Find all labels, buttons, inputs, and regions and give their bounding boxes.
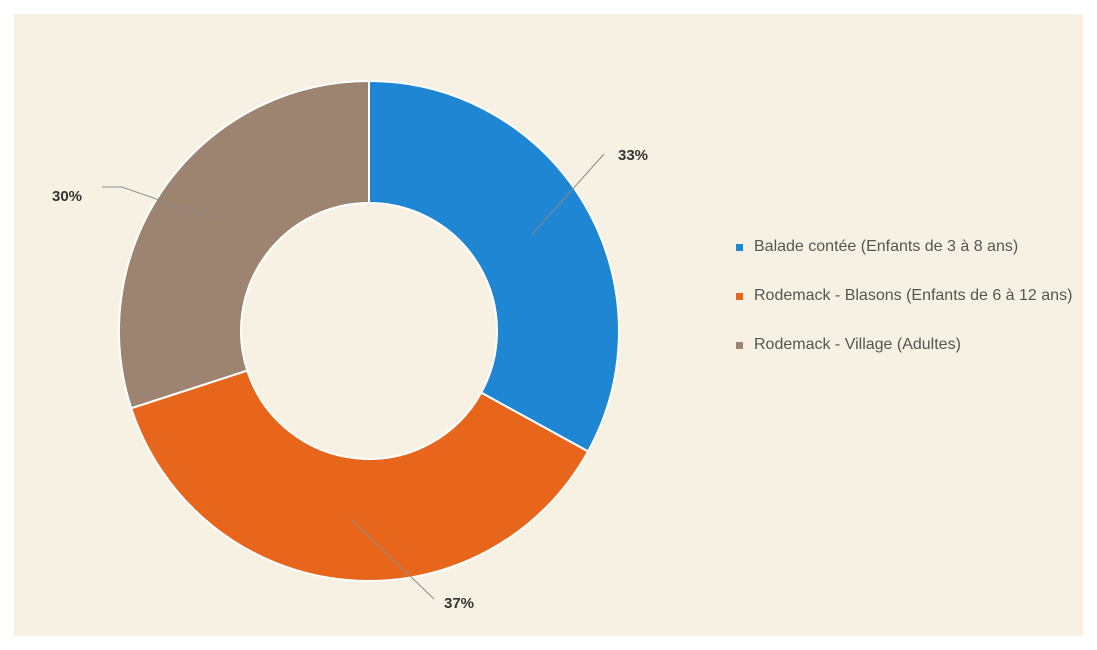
data-labels: 33% 37% 30% bbox=[52, 147, 648, 612]
leader-line-blasons bbox=[350, 518, 435, 600]
donut-slice-village bbox=[118, 79, 370, 410]
donut-chart: 33% 37% 30% bbox=[52, 79, 648, 612]
legend-item-balade: Balade contée (Enfants de 3 à 8 ans) bbox=[736, 236, 1076, 258]
legend-marker-blasons bbox=[736, 293, 743, 300]
leader-line-balade bbox=[531, 153, 605, 236]
leader-line-village bbox=[102, 186, 217, 221]
data-label-balade: 33% bbox=[618, 147, 648, 164]
legend-label-blasons: Rodemack - Blasons (Enfants de 6 à 12 an… bbox=[754, 287, 1073, 304]
legend-marker-balade bbox=[736, 244, 743, 251]
donut-slices bbox=[118, 79, 620, 582]
legend-item-blasons: Rodemack - Blasons (Enfants de 6 à 12 an… bbox=[736, 285, 1076, 307]
legend-marker-village bbox=[736, 342, 743, 349]
data-label-village: 30% bbox=[52, 188, 82, 205]
legend-label-village: Rodemack - Village (Adultes) bbox=[754, 336, 961, 353]
donut-slice-balade bbox=[368, 79, 620, 453]
legend-item-village: Rodemack - Village (Adultes) bbox=[736, 334, 1076, 356]
legend: Balade contée (Enfants de 3 à 8 ans) Rod… bbox=[736, 236, 1076, 383]
chart-area: 33% 37% 30% Balade contée (Enfants de 3 … bbox=[14, 14, 1083, 636]
donut-slice-blasons bbox=[129, 369, 590, 582]
label-leader-lines bbox=[102, 153, 605, 600]
legend-label-balade: Balade contée (Enfants de 3 à 8 ans) bbox=[754, 238, 1019, 255]
data-label-blasons: 37% bbox=[444, 595, 474, 612]
